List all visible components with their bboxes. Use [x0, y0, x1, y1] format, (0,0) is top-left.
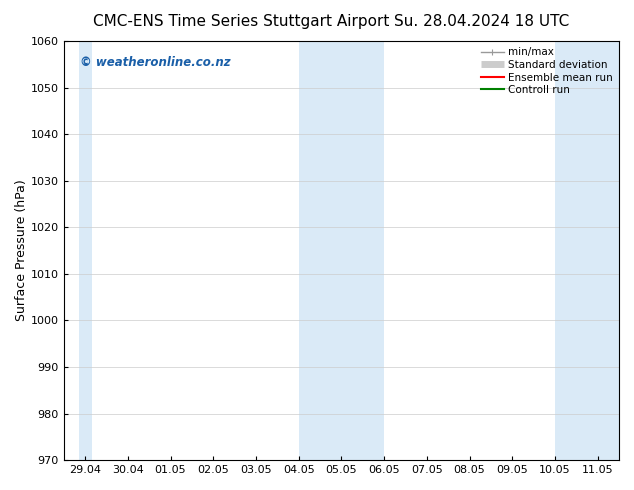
Bar: [299, 41, 384, 460]
Y-axis label: Surface Pressure (hPa): Surface Pressure (hPa): [15, 180, 28, 321]
Bar: [79, 41, 91, 460]
Text: © weatheronline.co.nz: © weatheronline.co.nz: [81, 56, 231, 69]
Text: Su. 28.04.2024 18 UTC: Su. 28.04.2024 18 UTC: [394, 14, 569, 29]
Legend: min/max, Standard deviation, Ensemble mean run, Controll run: min/max, Standard deviation, Ensemble me…: [477, 43, 617, 99]
Text: CMC-ENS Time Series Stuttgart Airport: CMC-ENS Time Series Stuttgart Airport: [93, 14, 389, 29]
Bar: [555, 41, 619, 460]
